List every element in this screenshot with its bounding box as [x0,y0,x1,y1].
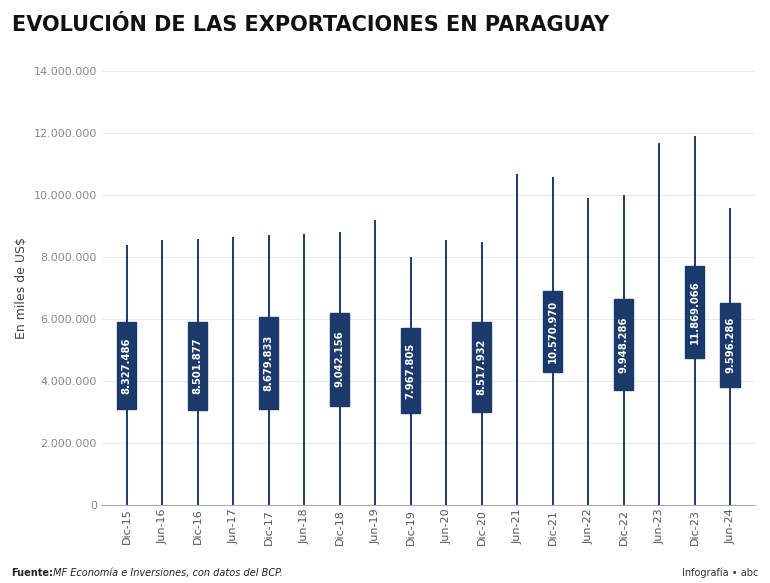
FancyBboxPatch shape [472,322,491,412]
FancyBboxPatch shape [117,322,136,409]
FancyBboxPatch shape [259,317,279,409]
Text: EVOLUCIÓN DE LAS EXPORTACIONES EN PARAGUAY: EVOLUCIÓN DE LAS EXPORTACIONES EN PARAGU… [12,15,608,34]
Text: 10.570.970: 10.570.970 [547,300,557,363]
FancyBboxPatch shape [685,266,705,357]
Text: 9.948.286: 9.948.286 [618,316,628,373]
Y-axis label: En miles de US$: En miles de US$ [15,237,28,339]
Text: 8.517.932: 8.517.932 [477,339,487,395]
Text: MF Economía e Inversiones, con datos del BCP.: MF Economía e Inversiones, con datos del… [50,568,283,578]
FancyBboxPatch shape [401,328,420,413]
FancyBboxPatch shape [721,304,740,387]
FancyBboxPatch shape [188,322,207,410]
Text: 9.596.286: 9.596.286 [725,317,735,373]
FancyBboxPatch shape [543,291,562,371]
FancyBboxPatch shape [330,312,350,406]
FancyBboxPatch shape [614,299,634,390]
Text: 9.042.156: 9.042.156 [335,331,345,388]
Text: Fuente:: Fuente: [12,568,54,578]
Text: 8.501.877: 8.501.877 [192,338,203,394]
Text: 11.869.066: 11.869.066 [690,280,700,344]
Text: 8.327.486: 8.327.486 [122,337,132,394]
Text: 8.679.833: 8.679.833 [263,335,273,391]
Text: Infografía • abc: Infografía • abc [682,568,758,578]
Text: 7.967.805: 7.967.805 [406,343,416,399]
